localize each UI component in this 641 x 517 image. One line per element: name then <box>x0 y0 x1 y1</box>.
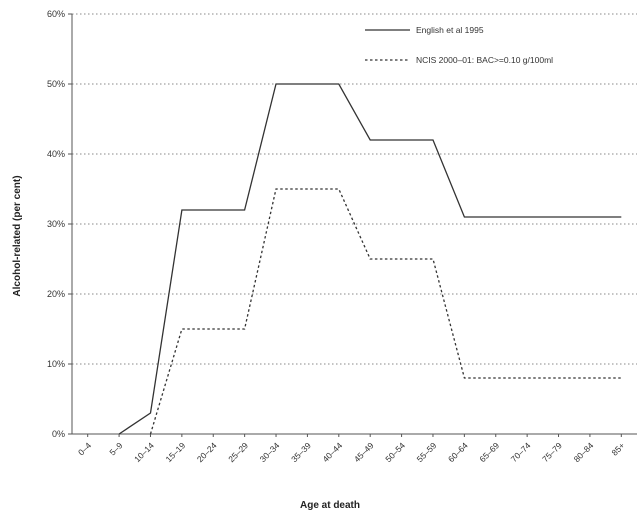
x-tick-label: 70–74 <box>509 440 533 464</box>
x-tick-label: 45–49 <box>352 440 376 464</box>
legend-label-english: English et al 1995 <box>416 25 484 35</box>
gridlines <box>72 13 637 365</box>
x-tick-label: 15–19 <box>163 440 187 464</box>
y-tick-labels: 0% 10% 20% 30% 40% 50% 60% <box>47 9 65 439</box>
series-lines <box>118 83 622 435</box>
x-tick-label: 0–4 <box>76 440 93 457</box>
y-tick-label: 10% <box>47 359 65 369</box>
x-tick-label: 25–29 <box>226 440 250 464</box>
y-tick-label: 30% <box>47 219 65 229</box>
x-tick-label: 80–84 <box>572 440 596 464</box>
y-tick-label: 40% <box>47 149 65 159</box>
x-tick-label: 50–54 <box>383 440 407 464</box>
x-tick-label: 40–44 <box>320 440 344 464</box>
x-tick-label: 5–9 <box>107 440 124 457</box>
x-tick-label: 30–34 <box>258 440 282 464</box>
x-tick-label: 35–39 <box>289 440 313 464</box>
y-tick-label: 0% <box>52 429 65 439</box>
legend-label-ncis: NCIS 2000–01: BAC>=0.10 g/100ml <box>416 55 553 65</box>
axes <box>68 13 637 437</box>
series-line-1 <box>149 188 622 435</box>
x-tick-label: 75–79 <box>540 440 564 464</box>
x-tick-label: 20–24 <box>195 440 219 464</box>
series-line-0 <box>118 83 622 435</box>
x-tick-label: 60–64 <box>446 440 470 464</box>
x-tick-labels: 0–4 5–9 10–14 15–19 20–24 25–29 30–34 35–39 40–4… <box>76 440 627 464</box>
x-tick-label: 55–59 <box>415 440 439 464</box>
x-tick-label: 65–69 <box>477 440 501 464</box>
y-tick-label: 20% <box>47 289 65 299</box>
y-axis-title: Alcohol-related (per cent) <box>12 175 23 296</box>
x-tick-label: 85+ <box>609 440 626 457</box>
y-tick-label: 60% <box>47 9 65 19</box>
legend: English et al 1995 NCIS 2000–01: BAC>=0.… <box>365 25 553 65</box>
x-axis-title: Age at death <box>300 500 360 511</box>
y-tick-label: 50% <box>47 79 65 89</box>
x-tick-label: 10–14 <box>132 440 156 464</box>
